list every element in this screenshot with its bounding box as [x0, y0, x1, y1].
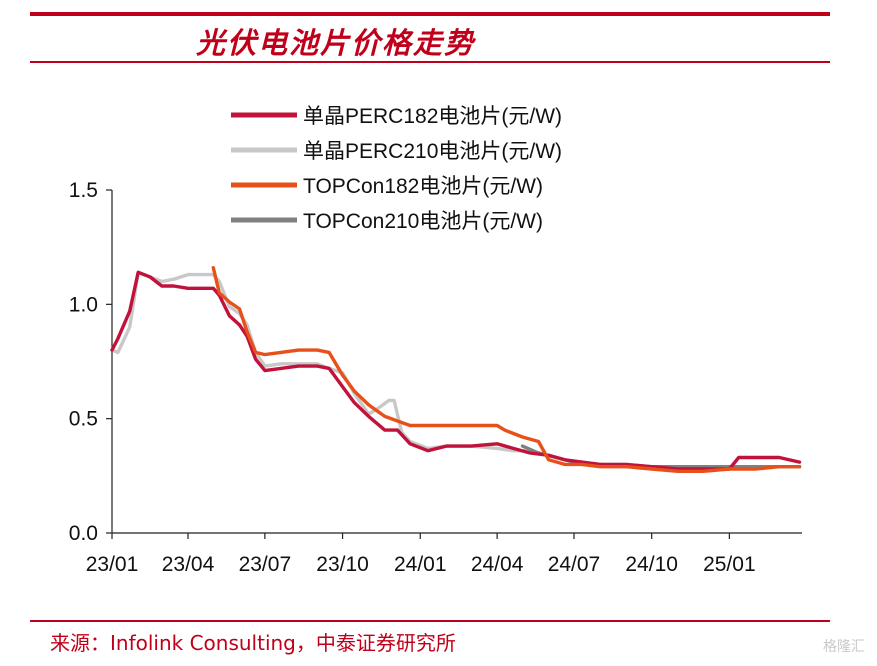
x-tick-label: 25/01 [703, 553, 756, 576]
footer-rule [30, 620, 830, 622]
x-tick-label: 24/07 [548, 553, 601, 576]
x-tick-label: 23/01 [86, 553, 139, 576]
header-top-rule [30, 12, 830, 16]
legend-label-3: TOPCon182电池片(元/W) [303, 175, 543, 198]
header-bottom-rule [30, 61, 830, 63]
watermark-logo: 格隆汇 [823, 639, 865, 655]
x-tick-label: 24/10 [625, 553, 678, 576]
legend-label-4: TOPCon210电池片(元/W) [303, 210, 543, 233]
y-tick-label: 1.5 [69, 179, 98, 202]
x-tick-label: 24/01 [394, 553, 447, 576]
y-tick-label: 1.0 [69, 293, 98, 316]
line-chart: 0.0 0.5 1.0 1.5 23/01 23/04 23/07 23/10 24/01 24/… [69, 105, 802, 576]
x-tick-label: 23/04 [162, 553, 215, 576]
chart-axes: 0.0 0.5 1.0 1.5 23/01 23/04 23/07 23/10 24/01 24/… [69, 179, 802, 576]
y-tick-label: 0.0 [69, 522, 98, 545]
x-tick-label: 24/04 [471, 553, 524, 576]
x-tick-label: 23/10 [316, 553, 369, 576]
series-line-2 [110, 270, 802, 471]
series-line-1 [110, 270, 802, 471]
chart-series-layer [110, 266, 802, 473]
legend-label-2: 单晶PERC210电池片(元/W) [303, 140, 562, 163]
series-line-3 [211, 266, 802, 473]
source-note: 来源：Infolink Consulting，中泰证券研究所 [50, 631, 456, 655]
legend-label-1: 单晶PERC182电池片(元/W) [303, 105, 562, 128]
chart-legend: 单晶PERC182电池片(元/W) 单晶PERC210电池片(元/W) TOPCon… [231, 105, 562, 233]
x-tick-label: 23/07 [239, 553, 292, 576]
chart-title: 光伏电池片价格走势 [196, 26, 476, 60]
y-tick-label: 0.5 [69, 408, 98, 431]
